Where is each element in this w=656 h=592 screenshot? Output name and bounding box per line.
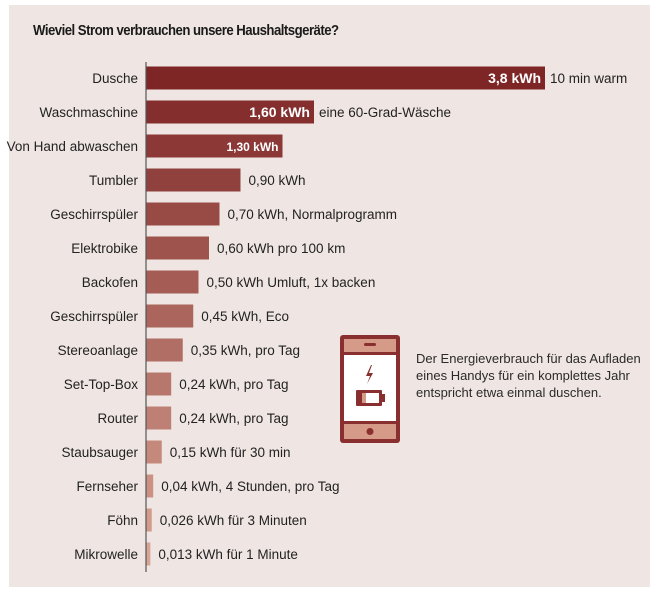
annotation-label: 0,013 kWh für 1 Minute <box>158 547 298 562</box>
annotation-label: 0,70 kWh, Normalprogramm <box>228 207 398 222</box>
category-label: Router <box>97 411 138 426</box>
bar <box>146 372 172 396</box>
bar <box>146 236 209 260</box>
value-label: 1,60 kWh <box>249 104 310 120</box>
annotation-label: 0,04 kWh, 4 Stunden, pro Tag <box>161 479 339 494</box>
bar <box>146 440 162 464</box>
chart-panel <box>9 5 650 587</box>
category-label: Stereoanlage <box>58 343 138 358</box>
bar <box>146 406 172 430</box>
bar <box>146 474 154 498</box>
annotation-label: 0,35 kWh, pro Tag <box>191 343 300 358</box>
category-label: Geschirrspüler <box>50 207 138 222</box>
category-label: Dusche <box>92 71 138 86</box>
category-label: Set-Top-Box <box>64 377 139 392</box>
bar <box>146 168 241 192</box>
bar <box>146 508 152 532</box>
annotation-label: 0,45 kWh, Eco <box>201 309 289 324</box>
annotation-label: 0,24 kWh, pro Tag <box>179 411 288 426</box>
annotation-label: 0,15 kWh für 30 min <box>170 445 291 460</box>
annotation-label: 0,24 kWh, pro Tag <box>179 377 288 392</box>
category-label: Backofen <box>82 275 138 290</box>
annotation-label: 10 min warm <box>550 71 627 86</box>
annotation-label: 0,50 kWh Umluft, 1x backen <box>207 275 376 290</box>
bar <box>146 100 314 124</box>
bar <box>146 202 220 226</box>
category-label: Elektrobike <box>71 241 138 256</box>
category-label: Föhn <box>107 513 138 528</box>
phone-note: Der Energieverbrauch für das Aufladen ei… <box>416 351 641 400</box>
category-label: Von Hand abwaschen <box>7 139 138 154</box>
bar <box>146 304 194 328</box>
value-label: 3,8 kWh <box>488 70 541 86</box>
annotation-label: 0,90 kWh <box>249 173 306 188</box>
bar <box>146 338 183 362</box>
category-label: Geschirrspüler <box>50 309 138 324</box>
category-label: Waschmaschine <box>39 105 138 120</box>
category-label: Staubsauger <box>61 445 138 460</box>
bar <box>146 134 283 158</box>
value-label: 1,30 kWh <box>226 140 278 154</box>
chart-title: Wieviel Strom verbrauchen unsere Haushal… <box>33 22 339 39</box>
bar <box>146 270 199 294</box>
category-label: Mikrowelle <box>74 547 138 562</box>
category-label: Fernseher <box>76 479 138 494</box>
category-label: Tumbler <box>89 173 139 188</box>
annotation-label: eine 60-Grad-Wäsche <box>319 105 451 120</box>
annotation-label: 0,60 kWh pro 100 km <box>217 241 345 256</box>
bar <box>146 66 545 90</box>
bar <box>146 542 151 566</box>
annotation-label: 0,026 kWh für 3 Minuten <box>160 513 307 528</box>
phone-battery-icon <box>340 335 400 443</box>
